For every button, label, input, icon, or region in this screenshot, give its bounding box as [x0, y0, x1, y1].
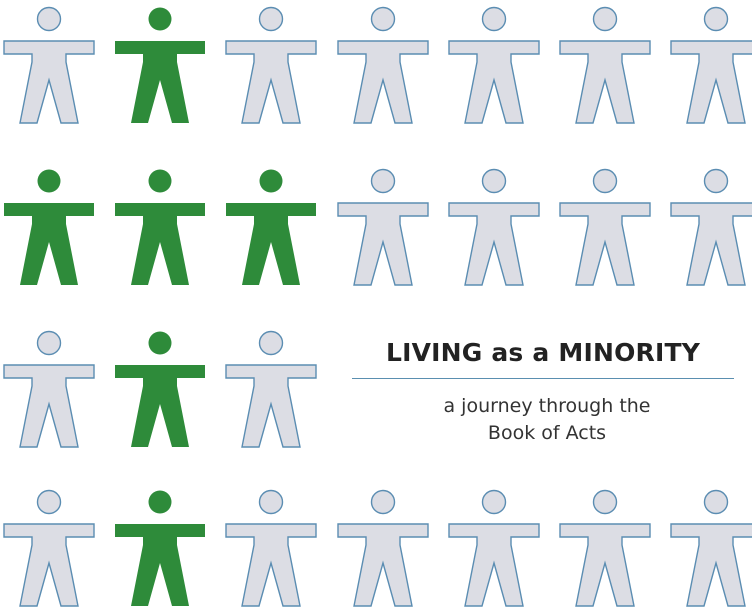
person-icon	[336, 487, 430, 607]
person-icon	[558, 487, 652, 607]
subtitle-line-2: Book of Acts	[487, 422, 607, 444]
person-icon	[669, 4, 752, 124]
person-icon	[669, 166, 752, 286]
title-divider	[352, 378, 734, 379]
main-title: LIVING as a MINORITY	[385, 338, 701, 367]
person-icon	[447, 166, 541, 286]
person-icon	[2, 4, 96, 124]
person-icon	[336, 4, 430, 124]
person-icon	[224, 4, 318, 124]
person-icon	[669, 487, 752, 607]
person-icon	[224, 487, 318, 607]
person-icon	[113, 328, 207, 448]
person-icon	[2, 328, 96, 448]
person-icon	[447, 487, 541, 607]
person-icon	[113, 4, 207, 124]
person-icon	[224, 166, 318, 286]
person-icon	[224, 328, 318, 448]
person-icon	[447, 4, 541, 124]
person-icon	[336, 166, 430, 286]
person-icon	[2, 487, 96, 607]
subtitle: a journey through the Book of Acts	[360, 393, 734, 447]
person-icon	[2, 166, 96, 286]
subtitle-line-1: a journey through the	[443, 395, 651, 417]
title-block: LIVING as a MINORITY a journey through t…	[352, 336, 734, 447]
person-icon	[113, 487, 207, 607]
person-icon	[113, 166, 207, 286]
person-icon	[558, 4, 652, 124]
person-icon	[558, 166, 652, 286]
